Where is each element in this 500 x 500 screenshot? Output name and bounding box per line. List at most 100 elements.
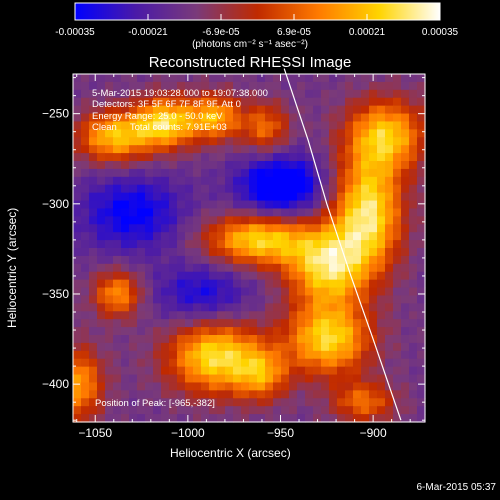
heatmap-cell bbox=[313, 200, 322, 210]
heatmap-cell bbox=[121, 137, 130, 146]
heatmap-cell bbox=[137, 248, 146, 257]
heatmap-cell bbox=[393, 208, 402, 217]
heatmap-cell bbox=[401, 121, 410, 130]
heatmap-cell bbox=[225, 279, 234, 289]
heatmap-cell bbox=[281, 113, 290, 123]
heatmap-cell bbox=[209, 255, 218, 265]
heatmap-cell bbox=[233, 121, 242, 130]
heatmap-cell bbox=[353, 382, 362, 391]
heatmap-cell bbox=[185, 145, 194, 154]
heatmap-cell bbox=[257, 295, 266, 304]
heatmap-cell bbox=[401, 255, 410, 265]
heatmap-cell bbox=[401, 319, 410, 328]
heatmap-cell bbox=[265, 295, 274, 304]
heatmap-cell bbox=[145, 319, 154, 328]
heatmap-cell bbox=[401, 303, 410, 312]
heatmap-cell bbox=[337, 374, 346, 384]
heatmap-cell bbox=[185, 303, 194, 312]
heatmap-cell bbox=[417, 240, 426, 249]
heatmap-cell bbox=[265, 97, 274, 107]
heatmap-cell bbox=[297, 137, 306, 146]
heatmap-cell bbox=[337, 327, 346, 336]
heatmap-cell bbox=[257, 200, 266, 210]
heatmap-cell bbox=[185, 335, 194, 344]
heatmap-cell bbox=[105, 358, 114, 368]
heatmap-cell bbox=[417, 216, 426, 225]
colorbar-gradient bbox=[74, 2, 441, 21]
heatmap-cell bbox=[201, 350, 210, 360]
heatmap-cell bbox=[329, 105, 338, 115]
heatmap-cell bbox=[161, 145, 170, 154]
heatmap-cell bbox=[145, 192, 154, 202]
heatmap-cell bbox=[329, 113, 338, 123]
heatmap-cell bbox=[369, 105, 378, 115]
heatmap-cell bbox=[297, 358, 306, 368]
heatmap-cell bbox=[393, 168, 402, 178]
heatmap-cell bbox=[385, 161, 394, 170]
heatmap-cell bbox=[265, 319, 274, 328]
heatmap-cell bbox=[409, 287, 418, 297]
heatmap-cell bbox=[417, 327, 426, 336]
heatmap-cell bbox=[385, 406, 394, 415]
heatmap-cell bbox=[137, 366, 146, 376]
heatmap-cell bbox=[345, 129, 354, 138]
heatmap-cell bbox=[137, 216, 146, 225]
heatmap-cell bbox=[113, 327, 122, 336]
heatmap-cell bbox=[121, 184, 130, 194]
heatmap-cell bbox=[113, 192, 122, 202]
heatmap-cell bbox=[281, 200, 290, 210]
heatmap-cell bbox=[177, 390, 186, 399]
heatmap-cell bbox=[225, 81, 234, 91]
heatmap-cell bbox=[305, 145, 314, 154]
heatmap-cell bbox=[297, 263, 306, 273]
heatmap-cell bbox=[393, 327, 402, 336]
heatmap-cell bbox=[257, 232, 266, 241]
heatmap-cell bbox=[89, 311, 98, 320]
heatmap-cell bbox=[233, 184, 242, 194]
heatmap-cell bbox=[193, 240, 202, 249]
heatmap-cell bbox=[177, 414, 186, 423]
x-tick-label: −900 bbox=[360, 426, 387, 440]
heatmap-cell bbox=[177, 200, 186, 210]
heatmap-cell bbox=[417, 81, 426, 91]
heatmap-cell bbox=[169, 176, 178, 186]
heatmap-cell bbox=[209, 192, 218, 202]
heatmap-cell bbox=[97, 263, 106, 273]
heatmap-cell bbox=[105, 414, 114, 423]
heatmap-cell bbox=[289, 105, 298, 115]
heatmap-cell bbox=[329, 271, 338, 281]
heatmap-cell bbox=[97, 145, 106, 154]
heatmap-cell bbox=[137, 271, 146, 281]
heatmap-cell bbox=[313, 176, 322, 186]
heatmap-cell bbox=[297, 192, 306, 202]
heatmap-cell bbox=[377, 192, 386, 202]
heatmap-cell bbox=[89, 184, 98, 194]
heatmap-cell bbox=[73, 137, 82, 146]
heatmap-cell bbox=[369, 311, 378, 320]
heatmap-cell bbox=[321, 263, 330, 273]
heatmap-cell bbox=[89, 287, 98, 297]
heatmap-cell bbox=[273, 97, 282, 107]
heatmap-cell bbox=[257, 303, 266, 312]
heatmap-cell bbox=[209, 184, 218, 194]
heatmap-cell bbox=[257, 335, 266, 344]
heatmap-cell bbox=[105, 168, 114, 178]
heatmap-cell bbox=[329, 366, 338, 376]
heatmap-cell bbox=[257, 255, 266, 265]
heatmap-cell bbox=[313, 255, 322, 265]
heatmap-cell bbox=[369, 255, 378, 265]
heatmap-cell bbox=[177, 97, 186, 107]
heatmap-cell bbox=[129, 366, 138, 376]
heatmap-cell bbox=[273, 168, 282, 178]
heatmap-cell bbox=[153, 342, 162, 352]
heatmap-cell bbox=[161, 153, 170, 162]
heatmap-cell bbox=[353, 287, 362, 297]
heatmap-cell bbox=[233, 224, 242, 233]
heatmap-cell bbox=[201, 382, 210, 391]
heatmap-cell bbox=[169, 145, 178, 154]
heatmap-cell bbox=[177, 184, 186, 194]
heatmap-cell bbox=[217, 176, 226, 186]
heatmap-cell bbox=[369, 145, 378, 154]
heatmap-cell bbox=[81, 295, 90, 304]
heatmap-cell bbox=[297, 248, 306, 257]
